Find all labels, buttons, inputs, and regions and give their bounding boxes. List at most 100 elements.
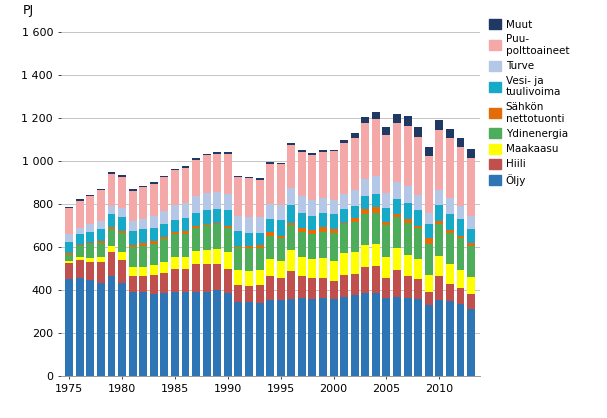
Bar: [425, 224, 433, 238]
Bar: [224, 194, 232, 210]
Bar: [404, 276, 412, 298]
Bar: [139, 292, 147, 376]
Bar: [224, 152, 232, 154]
Bar: [181, 268, 189, 292]
Text: PJ: PJ: [23, 4, 34, 18]
Bar: [76, 246, 84, 257]
Bar: [266, 162, 274, 164]
Bar: [393, 296, 401, 376]
Bar: [446, 138, 454, 198]
Bar: [256, 285, 263, 303]
Bar: [203, 250, 211, 264]
Bar: [129, 191, 137, 221]
Bar: [266, 276, 274, 300]
Bar: [361, 293, 369, 376]
Bar: [107, 174, 115, 206]
Bar: [129, 247, 137, 268]
Bar: [107, 276, 115, 376]
Bar: [393, 248, 401, 270]
Bar: [330, 214, 337, 229]
Bar: [192, 158, 200, 160]
Bar: [340, 143, 348, 194]
Bar: [160, 262, 168, 273]
Bar: [372, 206, 380, 212]
Bar: [277, 238, 285, 261]
Bar: [340, 224, 348, 253]
Bar: [97, 189, 105, 190]
Bar: [456, 147, 464, 206]
Bar: [76, 201, 84, 228]
Bar: [435, 256, 443, 276]
Bar: [382, 225, 390, 257]
Bar: [467, 158, 475, 216]
Bar: [139, 268, 147, 276]
Legend: Muut, Puu-
polttoaineet, Turve, Vesi- ja
tuulivoima, Sähkön
nettotuonti, Ydinene: Muut, Puu- polttoaineet, Turve, Vesi- ja…: [489, 19, 569, 186]
Bar: [287, 299, 295, 376]
Bar: [330, 151, 337, 200]
Bar: [65, 261, 73, 263]
Bar: [160, 176, 168, 177]
Bar: [224, 228, 232, 252]
Bar: [65, 279, 73, 376]
Bar: [192, 226, 200, 228]
Bar: [319, 278, 327, 298]
Bar: [139, 246, 147, 268]
Bar: [118, 176, 126, 208]
Bar: [129, 292, 137, 376]
Bar: [404, 203, 412, 219]
Bar: [76, 228, 84, 234]
Bar: [65, 234, 73, 242]
Bar: [129, 268, 137, 276]
Bar: [308, 299, 316, 376]
Bar: [65, 242, 73, 253]
Bar: [393, 182, 401, 199]
Bar: [86, 195, 94, 196]
Bar: [351, 252, 359, 274]
Bar: [340, 296, 348, 376]
Bar: [171, 232, 179, 234]
Bar: [150, 240, 158, 244]
Bar: [330, 229, 337, 233]
Bar: [298, 276, 306, 298]
Bar: [414, 195, 422, 210]
Bar: [150, 184, 158, 216]
Bar: [372, 194, 380, 206]
Bar: [351, 138, 359, 190]
Bar: [150, 228, 158, 240]
Bar: [435, 300, 443, 376]
Bar: [107, 252, 115, 276]
Bar: [213, 223, 221, 224]
Bar: [425, 244, 433, 275]
Bar: [277, 164, 285, 205]
Bar: [76, 245, 84, 246]
Bar: [118, 233, 126, 252]
Bar: [456, 206, 464, 219]
Bar: [160, 224, 168, 237]
Bar: [107, 206, 115, 214]
Bar: [330, 299, 337, 376]
Bar: [213, 192, 221, 209]
Bar: [435, 205, 443, 221]
Bar: [351, 218, 359, 222]
Bar: [277, 163, 285, 164]
Bar: [86, 244, 94, 258]
Bar: [382, 135, 390, 193]
Bar: [203, 153, 211, 155]
Bar: [351, 206, 359, 218]
Bar: [467, 229, 475, 243]
Bar: [129, 189, 137, 191]
Bar: [308, 155, 316, 200]
Bar: [181, 232, 189, 234]
Bar: [404, 186, 412, 203]
Bar: [361, 268, 369, 293]
Bar: [181, 292, 189, 376]
Bar: [160, 240, 168, 262]
Bar: [192, 264, 200, 292]
Bar: [319, 152, 327, 198]
Bar: [404, 219, 412, 223]
Bar: [287, 188, 295, 205]
Bar: [65, 263, 73, 279]
Bar: [319, 227, 327, 232]
Bar: [308, 278, 316, 299]
Bar: [361, 179, 369, 196]
